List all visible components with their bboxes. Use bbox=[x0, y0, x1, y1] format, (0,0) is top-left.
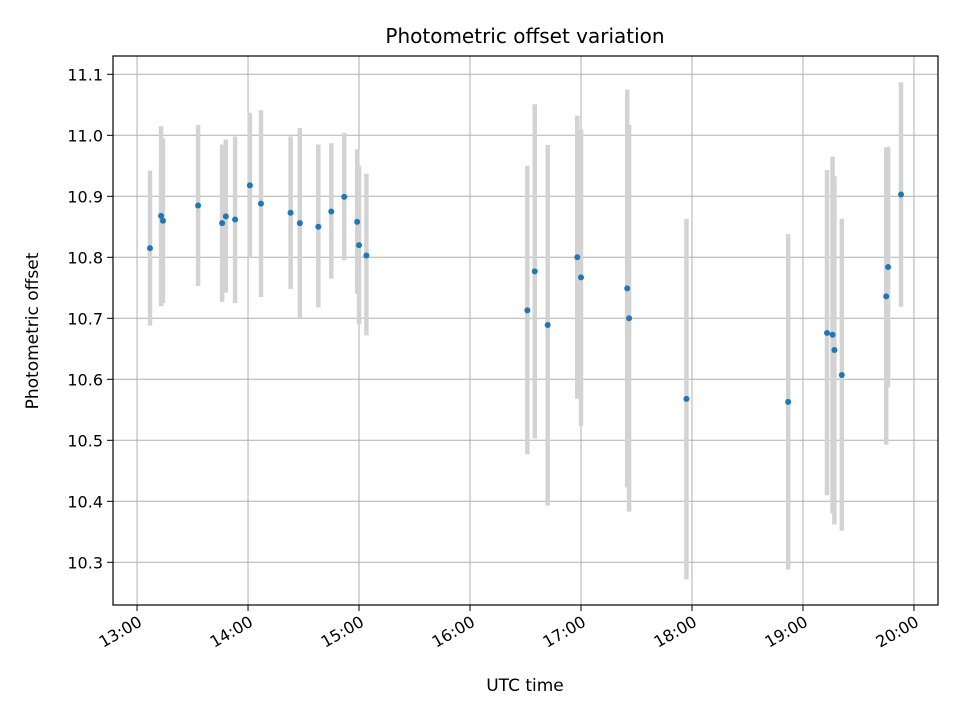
data-points bbox=[146, 182, 905, 405]
data-point bbox=[315, 223, 322, 230]
y-tick-label: 10.4 bbox=[67, 492, 103, 511]
plot-frame bbox=[112, 55, 939, 606]
data-point bbox=[195, 202, 202, 209]
data-point bbox=[683, 395, 690, 402]
data-point bbox=[159, 217, 166, 224]
y-tick-label: 10.6 bbox=[67, 370, 103, 389]
data-point bbox=[898, 191, 905, 198]
y-tick-label: 10.8 bbox=[67, 248, 103, 267]
data-point bbox=[624, 285, 631, 292]
y-axis-title: Photometric offset bbox=[23, 252, 43, 409]
data-point bbox=[838, 372, 845, 379]
data-point bbox=[158, 212, 165, 219]
data-point bbox=[356, 242, 363, 249]
data-point bbox=[883, 293, 890, 300]
y-tick-label: 10.7 bbox=[67, 309, 103, 328]
y-tick-label: 10.5 bbox=[67, 431, 103, 450]
data-point bbox=[574, 254, 581, 261]
data-point bbox=[328, 208, 335, 215]
data-point bbox=[824, 329, 831, 336]
data-point bbox=[287, 209, 294, 216]
data-point bbox=[626, 315, 633, 322]
data-point bbox=[354, 218, 361, 225]
x-axis-title: UTC time bbox=[486, 676, 564, 696]
data-point bbox=[885, 264, 892, 271]
data-point bbox=[524, 307, 531, 314]
data-point bbox=[544, 322, 551, 329]
chart-title: Photometric offset variation bbox=[385, 24, 664, 48]
y-tick-label: 10.9 bbox=[67, 187, 103, 206]
data-point bbox=[219, 220, 226, 227]
data-point bbox=[257, 200, 264, 207]
data-point bbox=[829, 331, 836, 338]
y-tick-label: 10.3 bbox=[67, 553, 103, 572]
data-point bbox=[246, 182, 253, 189]
y-tick-label: 11.0 bbox=[67, 126, 103, 145]
data-point bbox=[831, 347, 838, 354]
y-tick-label: 11.1 bbox=[67, 65, 103, 84]
data-point bbox=[146, 245, 153, 252]
data-point bbox=[531, 268, 538, 275]
data-point bbox=[341, 193, 348, 200]
data-point bbox=[222, 213, 229, 220]
data-point bbox=[785, 398, 792, 405]
data-point bbox=[296, 220, 303, 227]
data-point bbox=[577, 274, 584, 281]
data-point bbox=[232, 216, 239, 223]
data-point bbox=[363, 252, 370, 259]
